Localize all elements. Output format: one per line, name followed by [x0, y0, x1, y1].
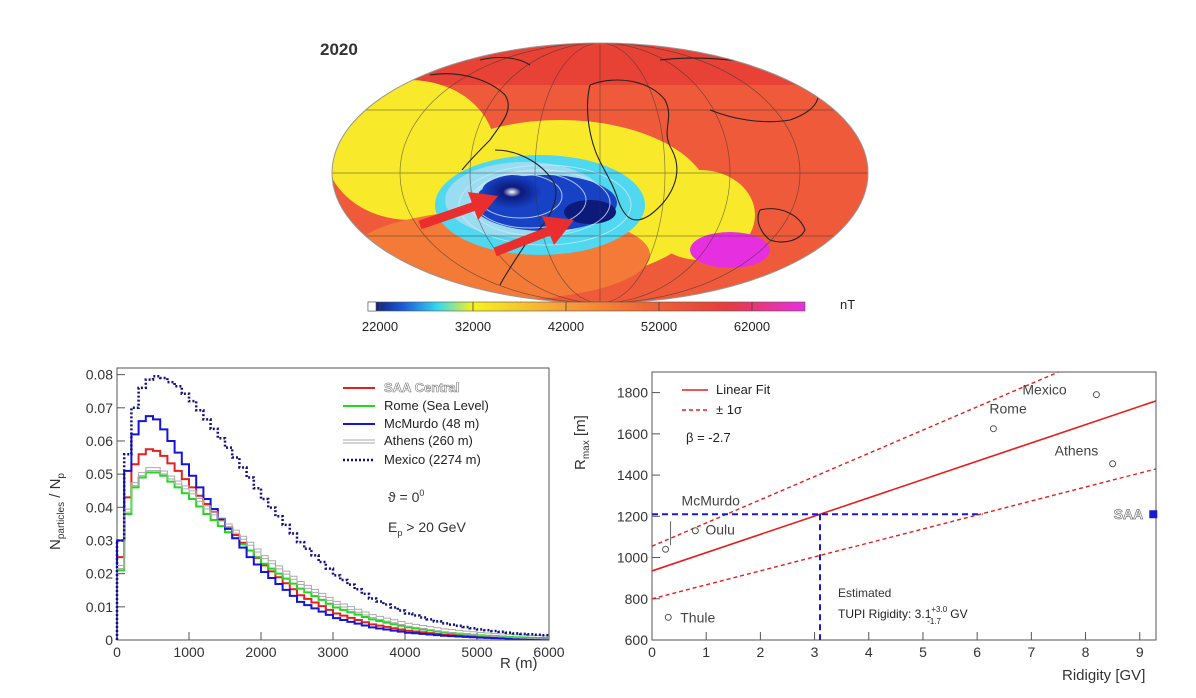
left-ylabel: Nparticles / Np — [47, 473, 67, 550]
left-legend: SAA Central Rome (Sea Level) McMurdo (48… — [343, 380, 489, 467]
right-ytick-label: 600 — [625, 632, 649, 648]
left-xtick-label: 0 — [113, 644, 121, 660]
saa-arrow-2 — [493, 216, 574, 257]
left-ytick-label: 0.01 — [86, 599, 113, 615]
point-athens — [1109, 460, 1117, 468]
colorbar-tick-label: 62000 — [734, 319, 770, 334]
right-ytick-label: 1800 — [617, 385, 648, 401]
right-xlabel: Ridigity [GV] — [1062, 667, 1145, 684]
right-legend: Linear Fit ± 1σ β = -2.7 — [682, 382, 771, 445]
point-mcmurdo — [662, 545, 670, 553]
right-ytick-label: 1000 — [617, 550, 648, 566]
point-label-rome: Rome — [989, 401, 1027, 417]
left-xtick-label: 1000 — [173, 644, 204, 660]
left-xtick-label: 5000 — [461, 644, 492, 660]
left-ytick-label: 0.02 — [86, 566, 113, 582]
left-series-group — [115, 375, 549, 641]
right-ytick-label: 1400 — [617, 467, 648, 483]
left-annotation-theta: ϑ = 00 — [388, 488, 424, 505]
point-saa — [1149, 510, 1158, 519]
colorbar-unit: nT — [840, 297, 855, 312]
point-rome — [989, 425, 997, 433]
right-xtick-label: 7 — [1027, 644, 1035, 660]
colorbar-tick-label: 42000 — [548, 319, 584, 334]
point-oulu — [691, 527, 699, 535]
left-xtick-label: 6000 — [533, 644, 564, 660]
left-xtick-label: 3000 — [317, 644, 348, 660]
colorbar-tick-label: 22000 — [362, 319, 398, 334]
right-xtick-label: 8 — [1082, 644, 1090, 660]
legend-label-mexico: Mexico (2274 m) — [384, 452, 481, 467]
upper-sigma-line — [651, 371, 1059, 547]
beta-label: β = -2.7 — [686, 430, 731, 445]
series-mexico — [115, 375, 549, 640]
right-ytick-label: 800 — [625, 591, 649, 607]
point-label-athens: Athens — [1055, 443, 1099, 459]
series-mcmurdo — [116, 415, 549, 641]
right-ylabel: Rmax [m] — [572, 415, 592, 470]
series-athens — [116, 470, 549, 640]
left-ytick-label: 0.08 — [86, 367, 113, 383]
right-xtick-label: 9 — [1136, 644, 1144, 660]
point-label-mexico: Mexico — [1022, 382, 1067, 398]
right-xtick-label: 5 — [919, 644, 927, 660]
left-ytick-label: 0 — [105, 632, 113, 648]
right-xtick-label: 6 — [973, 644, 981, 660]
point-label-mcmurdo: McMurdo — [682, 492, 741, 508]
left-ytick-label: 0.04 — [86, 499, 113, 515]
left-ytick-label: 0.03 — [86, 532, 113, 548]
left-ytick-label: 0.06 — [86, 433, 113, 449]
right-data-points: Thule McMurdo Oulu Rome Athens Mexico SAA — [662, 382, 1158, 625]
legend-label-sigma: ± 1σ — [716, 402, 742, 417]
lower-sigma-line — [651, 468, 1157, 600]
left-xtick-label: 4000 — [389, 644, 420, 660]
right-xtick-label: 4 — [865, 644, 873, 660]
legend-label-athens: Athens (260 m) — [384, 433, 473, 448]
legend-label-rome: Rome (Sea Level) — [384, 398, 489, 413]
colorbar-ticks: 22000 32000 42000 52000 62000 — [362, 302, 770, 334]
point-mexico — [1092, 391, 1100, 399]
point-label-oulu: Oulu — [705, 522, 735, 538]
left-annotation-energy: Ep > 20 GeV — [388, 519, 466, 538]
map-year: 2020 — [320, 40, 358, 59]
left-ytick-label: 0.07 — [86, 400, 113, 416]
colorbar-tick-label: 32000 — [455, 319, 491, 334]
right-ytick-label: 1200 — [617, 508, 648, 524]
right-plot-frame — [651, 371, 1157, 641]
left-axis-ticks: 0 1000 2000 3000 4000 5000 6000 0 0.01 0.02 0.03 0.… — [86, 367, 565, 660]
right-fit-lines — [651, 371, 1157, 640]
right-xtick-label: 2 — [756, 644, 764, 660]
legend-label-saa: SAA Central — [384, 380, 459, 395]
legend-label-fit: Linear Fit — [716, 382, 771, 397]
left-xlabel: R (m) — [500, 655, 538, 672]
estimate-text: TUPI Rigidity: 3.1+3.0 -1.7 GV — [838, 605, 968, 626]
left-ytick-label: 0.05 — [86, 466, 113, 482]
right-xtick-label: 1 — [702, 644, 710, 660]
saa-arrow-1 — [418, 192, 498, 230]
right-xtick-label: 3 — [811, 644, 819, 660]
point-thule — [664, 613, 672, 621]
estimate-label: Estimated — [838, 586, 891, 600]
right-ytick-label: 1600 — [617, 426, 648, 442]
point-label-thule: Thule — [680, 609, 715, 625]
left-xtick-label: 2000 — [245, 644, 276, 660]
left-plot-frame — [116, 367, 550, 641]
linear-fit-line — [651, 400, 1157, 572]
point-label-saa: SAA — [1114, 506, 1144, 522]
colorbar-tick-label: 52000 — [641, 319, 677, 334]
right-axis-ticks: 0 1 2 3 4 5 6 7 8 9 600 800 1000 1200 1400 1600 1800 — [617, 385, 1144, 660]
right-xtick-label: 0 — [648, 644, 656, 660]
legend-label-mcmurdo: McMurdo (48 m) — [384, 416, 479, 431]
